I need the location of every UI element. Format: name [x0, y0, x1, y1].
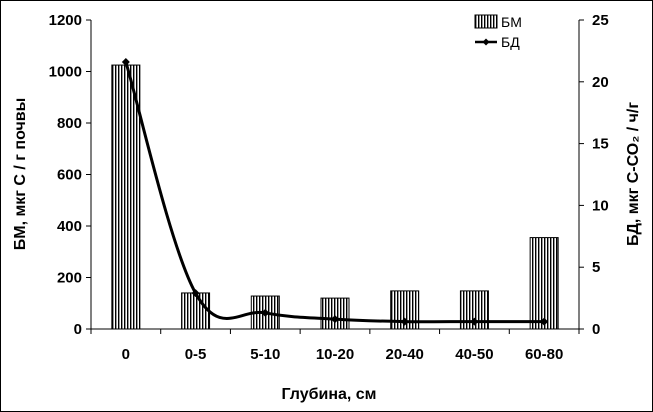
y-tick-label: 1000 [49, 64, 82, 81]
y2-tick-label: 25 [592, 12, 609, 29]
legend: БМ БД [474, 14, 522, 50]
x-tick-label: 0-5 [185, 346, 207, 363]
point-bd [470, 317, 479, 326]
y-tick-label: 200 [57, 270, 82, 287]
y-tick-label: 1200 [49, 12, 82, 29]
point-bd [261, 308, 270, 317]
legend-label-bm: БМ [501, 14, 522, 30]
point-bd [331, 315, 339, 324]
point-bd [400, 317, 409, 326]
x-tick-label: 60-80 [525, 346, 563, 363]
bar-bm [320, 297, 350, 330]
y-axis-label: БМ, мкг С / г почвы [12, 98, 29, 251]
point-bd [191, 289, 200, 298]
point-bd [121, 58, 130, 67]
legend-label-bd: БД [501, 34, 520, 50]
x-tick-label: 40-50 [455, 346, 493, 363]
x-tick-label: 0 [122, 346, 130, 363]
y-tick-label: 0 [74, 321, 82, 338]
x-tick-label: 5-10 [250, 346, 280, 363]
bar-bm [529, 237, 559, 330]
legend-swatch-bm [474, 14, 498, 29]
x-tick-label: 10-20 [316, 346, 354, 363]
y2-axis-label: БД, мкг С-СО₂ / ч/г [625, 102, 642, 246]
line-bd [124, 61, 545, 324]
y2-tick-label: 15 [592, 136, 609, 153]
y-tick-label: 400 [57, 218, 82, 235]
point-bd [540, 317, 549, 326]
y2-tick-label: 5 [592, 259, 600, 276]
bar-bm [111, 64, 141, 330]
x-axis-label: Глубина, см [281, 386, 376, 403]
y-tick-label: 800 [57, 115, 82, 132]
y2-tick-label: 10 [592, 197, 609, 214]
y2-tick-label: 0 [592, 321, 600, 338]
y-tick-label: 600 [57, 167, 82, 184]
y2-tick-label: 20 [592, 74, 609, 91]
bar-bm [181, 292, 211, 330]
x-tick-label: 20-40 [386, 346, 424, 363]
legend-marker-bd [482, 38, 490, 46]
